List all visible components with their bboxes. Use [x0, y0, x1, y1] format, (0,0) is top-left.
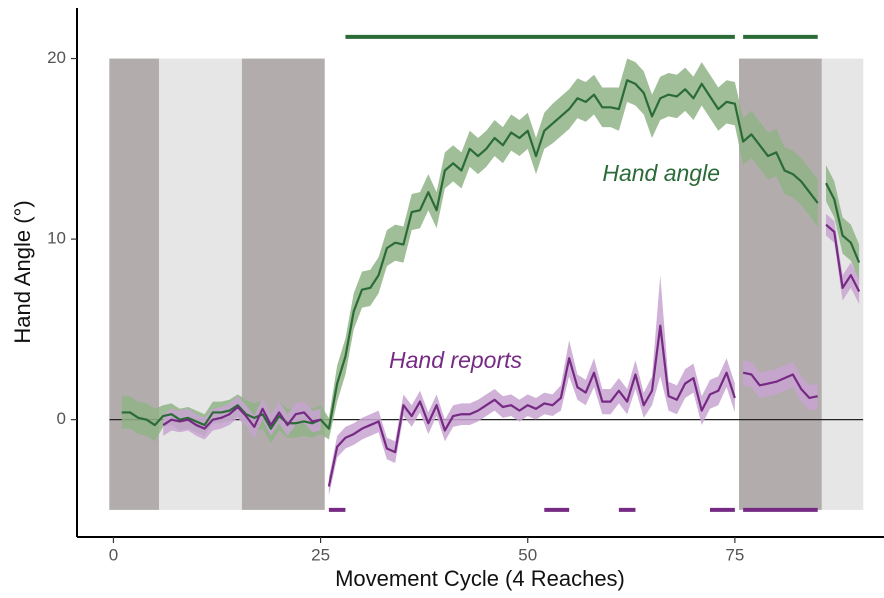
x-axis-title: Movement Cycle (4 Reaches) [335, 566, 625, 591]
phase-region [109, 58, 160, 510]
error-band [121, 58, 860, 444]
series-label: Hand angle [602, 160, 720, 186]
x-tick-label: 75 [725, 545, 744, 564]
y-tick-label: 20 [47, 48, 66, 67]
series-line [121, 79, 861, 430]
x-tick-label: 25 [311, 545, 330, 564]
y-tick-label: 0 [57, 409, 66, 428]
x-tick-label: 0 [109, 545, 118, 564]
series-line [162, 223, 861, 487]
series-label: Hand reports [389, 347, 522, 373]
x-tick-label: 50 [518, 545, 537, 564]
phase-region [241, 58, 325, 510]
phase-region [159, 58, 242, 510]
y-tick-label: 10 [47, 229, 66, 248]
y-axis-title: Hand Angle (°) [10, 200, 35, 343]
